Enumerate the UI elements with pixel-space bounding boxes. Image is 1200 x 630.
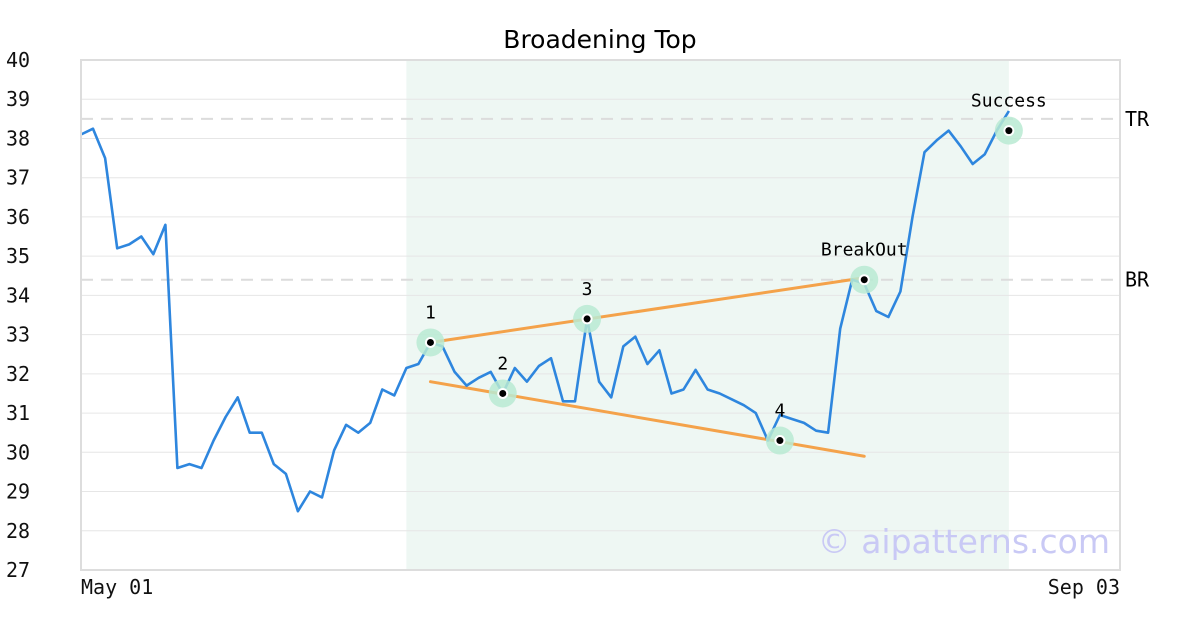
plot-frame	[80, 59, 1121, 571]
y-tick-label-29: 29	[6, 480, 30, 504]
x-tick-label-start: May 01	[81, 575, 153, 599]
marker-label-breakout: BreakOut	[821, 240, 908, 261]
marker-point-4	[776, 437, 784, 445]
y-tick-label-34: 34	[6, 283, 30, 307]
watermark-text: © aipatterns.com	[818, 522, 1110, 561]
y-tick-label-27: 27	[6, 558, 30, 582]
marker-point-breakout	[860, 276, 868, 284]
pattern-markers: 1 2 3 4 BreakOut Success	[416, 91, 1047, 455]
marker-label-3: 3	[582, 279, 593, 300]
pattern-highlight-region	[406, 60, 1009, 570]
y-tick-label-31: 31	[6, 401, 30, 425]
upper-trendline	[428, 276, 866, 344]
marker-point-success	[1005, 127, 1013, 135]
y-tick-label-30: 30	[6, 440, 30, 464]
y-tick-label-39: 39	[6, 87, 30, 111]
marker-label-2: 2	[497, 353, 508, 374]
y-tick-label-28: 28	[6, 519, 30, 543]
y-axis-ticks: 27 28 29 30 31 32 33 34 35 36 37 38 39 40	[6, 48, 30, 582]
x-tick-label-end: Sep 03	[1048, 575, 1120, 599]
y-tick-label-38: 38	[6, 126, 30, 150]
y-tick-label-40: 40	[6, 48, 30, 72]
level-label-tr: TR	[1125, 107, 1150, 131]
y-tick-label-32: 32	[6, 362, 30, 386]
marker-point-3	[583, 315, 591, 323]
y-tick-label-37: 37	[6, 166, 30, 190]
level-lines: TR BR	[81, 107, 1150, 292]
marker-point-2	[499, 389, 507, 397]
marker-label-success: Success	[971, 91, 1047, 112]
level-label-br: BR	[1125, 268, 1150, 292]
marker-label-1: 1	[425, 302, 436, 323]
y-tick-label-33: 33	[6, 323, 30, 347]
marker-label-4: 4	[774, 401, 785, 422]
chart-title: Broadening Top	[503, 25, 696, 54]
y-tick-label-35: 35	[6, 244, 30, 268]
y-tick-label-36: 36	[6, 205, 30, 229]
gridlines	[81, 59, 1120, 571]
marker-point-1	[426, 338, 434, 346]
